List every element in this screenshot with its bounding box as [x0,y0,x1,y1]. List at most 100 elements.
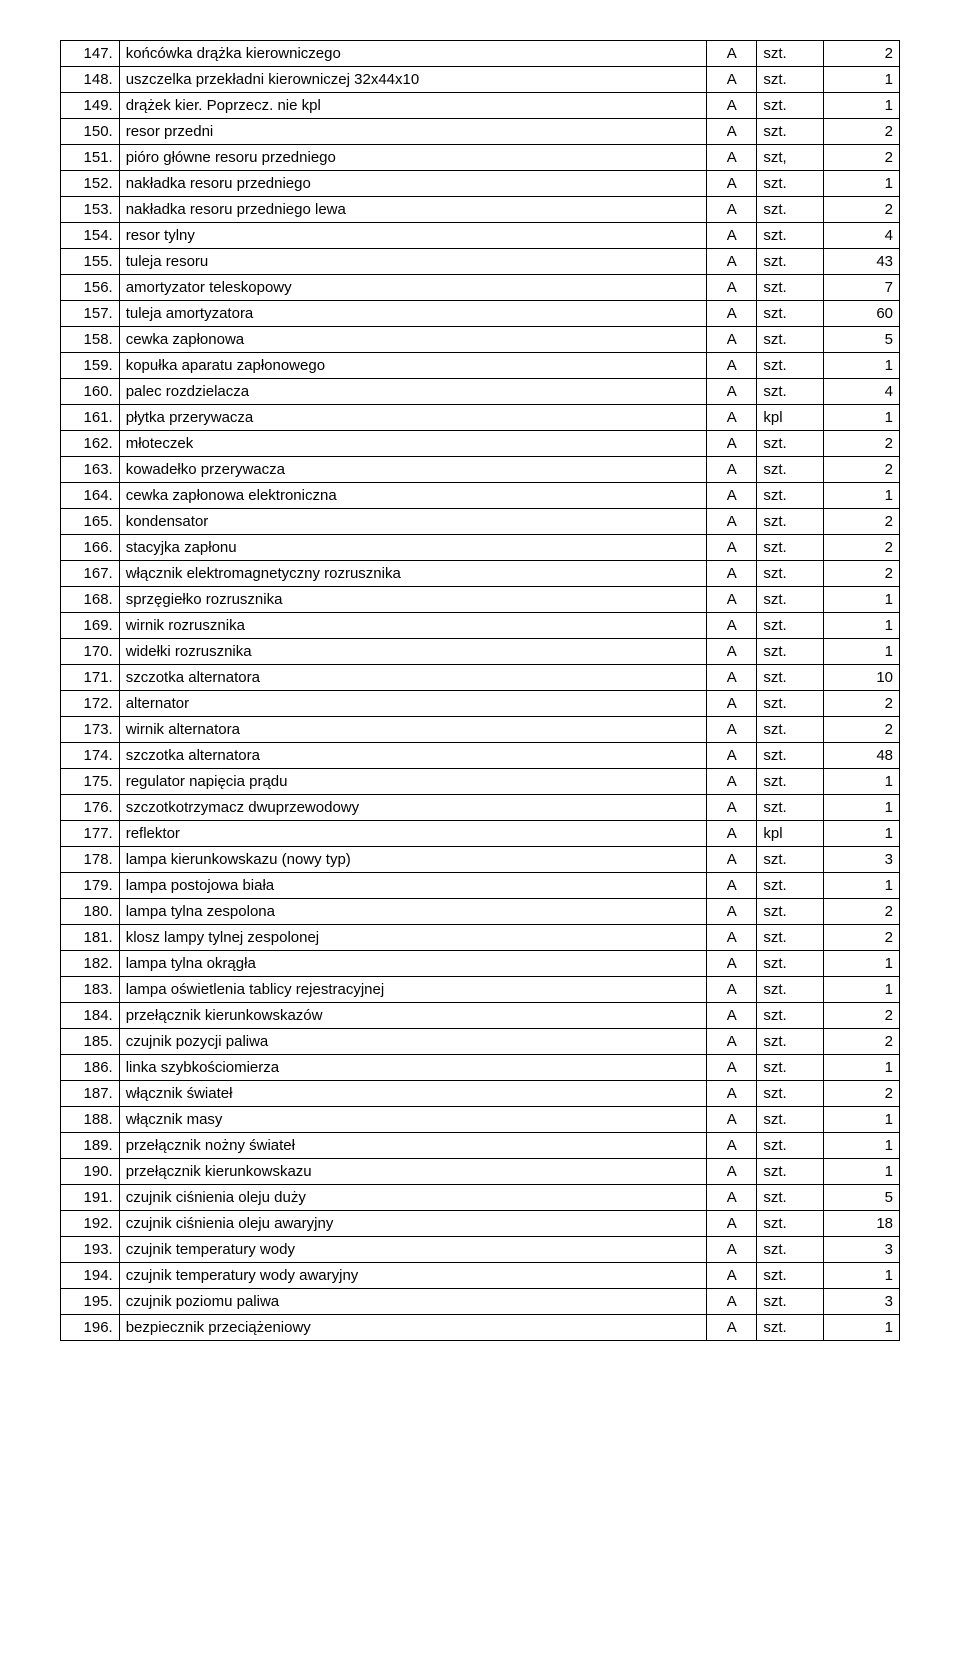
row-quantity: 1 [824,405,900,431]
row-quantity: 3 [824,1237,900,1263]
row-number: 185. [61,1029,120,1055]
row-quantity: 2 [824,1029,900,1055]
row-category: A [707,847,757,873]
row-unit: szt. [757,67,824,93]
row-number: 173. [61,717,120,743]
row-description: kowadełko przerywacza [119,457,706,483]
row-unit: szt. [757,1029,824,1055]
row-unit: szt. [757,93,824,119]
row-quantity: 1 [824,977,900,1003]
row-quantity: 1 [824,1159,900,1185]
row-category: A [707,561,757,587]
row-number: 196. [61,1315,120,1341]
row-category: A [707,353,757,379]
row-description: alternator [119,691,706,717]
row-description: szczotka alternatora [119,743,706,769]
row-category: A [707,795,757,821]
row-category: A [707,717,757,743]
row-category: A [707,665,757,691]
row-description: czujnik ciśnienia oleju awaryjny [119,1211,706,1237]
row-number: 166. [61,535,120,561]
row-unit: szt. [757,171,824,197]
table-row: 180.lampa tylna zespolonaAszt.2 [61,899,900,925]
row-quantity: 1 [824,769,900,795]
table-row: 152.nakładka resoru przedniegoAszt.1 [61,171,900,197]
row-number: 190. [61,1159,120,1185]
row-quantity: 1 [824,821,900,847]
row-number: 189. [61,1133,120,1159]
row-unit: szt. [757,301,824,327]
row-category: A [707,1211,757,1237]
table-row: 159.kopułka aparatu zapłonowegoAszt.1 [61,353,900,379]
row-description: nakładka resoru przedniego [119,171,706,197]
row-description: młoteczek [119,431,706,457]
row-description: uszczelka przekładni kierowniczej 32x44x… [119,67,706,93]
table-row: 169.wirnik rozrusznikaAszt.1 [61,613,900,639]
row-quantity: 2 [824,145,900,171]
table-row: 166.stacyjka zapłonuAszt.2 [61,535,900,561]
table-row: 158.cewka zapłonowaAszt.5 [61,327,900,353]
row-category: A [707,119,757,145]
row-quantity: 5 [824,327,900,353]
row-number: 149. [61,93,120,119]
row-unit: szt. [757,691,824,717]
row-number: 192. [61,1211,120,1237]
row-category: A [707,483,757,509]
table-row: 155.tuleja resoruAszt.43 [61,249,900,275]
row-category: A [707,275,757,301]
row-category: A [707,1003,757,1029]
table-row: 196.bezpiecznik przeciążeniowyAszt.1 [61,1315,900,1341]
row-quantity: 1 [824,353,900,379]
row-unit: szt. [757,379,824,405]
row-description: resor przedni [119,119,706,145]
row-quantity: 1 [824,795,900,821]
table-row: 149.drążek kier. Poprzecz. nie kplAszt.1 [61,93,900,119]
row-unit: szt. [757,899,824,925]
row-description: przełącznik kierunkowskazu [119,1159,706,1185]
table-row: 148.uszczelka przekładni kierowniczej 32… [61,67,900,93]
row-number: 186. [61,1055,120,1081]
row-unit: szt. [757,1055,824,1081]
row-description: resor tylny [119,223,706,249]
row-quantity: 2 [824,717,900,743]
row-description: stacyjka zapłonu [119,535,706,561]
row-description: regulator napięcia prądu [119,769,706,795]
row-description: kopułka aparatu zapłonowego [119,353,706,379]
row-number: 160. [61,379,120,405]
row-quantity: 1 [824,1055,900,1081]
row-unit: szt. [757,431,824,457]
row-description: reflektor [119,821,706,847]
row-quantity: 1 [824,873,900,899]
row-category: A [707,145,757,171]
row-description: końcówka drążka kierowniczego [119,41,706,67]
row-unit: szt. [757,119,824,145]
table-row: 175.regulator napięcia prąduAszt.1 [61,769,900,795]
row-quantity: 2 [824,1003,900,1029]
row-category: A [707,535,757,561]
row-category: A [707,1263,757,1289]
row-number: 195. [61,1289,120,1315]
table-row: 150.resor przedniAszt.2 [61,119,900,145]
row-quantity: 1 [824,67,900,93]
row-number: 174. [61,743,120,769]
row-description: nakładka resoru przedniego lewa [119,197,706,223]
table-row: 191.czujnik ciśnienia oleju dużyAszt.5 [61,1185,900,1211]
row-description: czujnik temperatury wody [119,1237,706,1263]
table-row: 172.alternatorAszt.2 [61,691,900,717]
row-number: 194. [61,1263,120,1289]
row-unit: szt. [757,1185,824,1211]
row-unit: kpl [757,405,824,431]
row-quantity: 18 [824,1211,900,1237]
row-number: 156. [61,275,120,301]
row-number: 177. [61,821,120,847]
table-row: 176.szczotkotrzymacz dwuprzewodowyAszt.1 [61,795,900,821]
row-number: 167. [61,561,120,587]
row-unit: szt. [757,223,824,249]
row-unit: szt. [757,1237,824,1263]
row-category: A [707,1107,757,1133]
row-unit: szt. [757,1081,824,1107]
row-unit: szt. [757,197,824,223]
row-category: A [707,1029,757,1055]
row-number: 161. [61,405,120,431]
row-description: włącznik świateł [119,1081,706,1107]
